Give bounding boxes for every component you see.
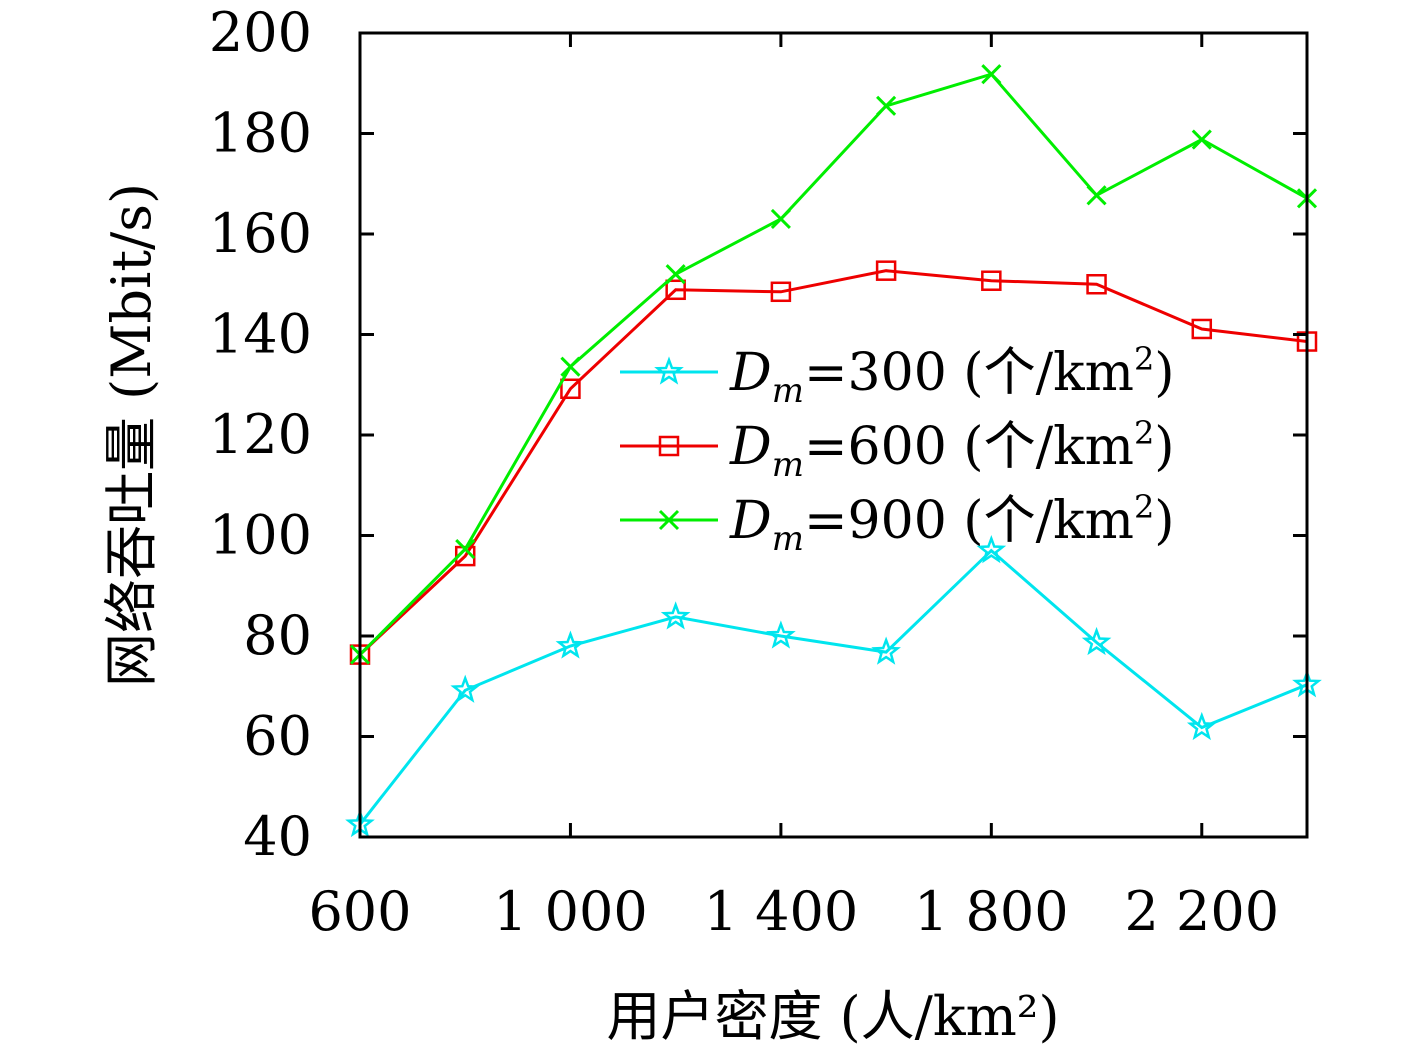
data-point-star bbox=[976, 534, 1007, 564]
data-point-star bbox=[1186, 711, 1217, 741]
data-point-x-stroke bbox=[658, 509, 680, 531]
ticks-layer: 40 60 80 100 120 140 160 180 200 600 1 000 1 400 1 8… bbox=[209, 1, 1307, 943]
series-line bbox=[358, 548, 1308, 826]
x-tick-label: 600 bbox=[308, 880, 411, 943]
data-point-square bbox=[875, 260, 897, 281]
data-point-x-stroke bbox=[560, 356, 581, 377]
data-point-x bbox=[770, 208, 791, 229]
series-0 bbox=[345, 534, 1322, 838]
x-tick-label: 1 000 bbox=[493, 880, 648, 943]
data-point-star bbox=[555, 630, 586, 659]
series-line bbox=[358, 269, 1308, 656]
data-point-x-stroke bbox=[455, 539, 476, 560]
legend-label: Dm=900 (个/km2) bbox=[729, 488, 1175, 559]
legend-label: Dm=300 (个/km2) bbox=[729, 340, 1175, 411]
legend: Dm=300 (个/km2)Dm=600 (个/km2)Dm=900 (个/km… bbox=[620, 340, 1175, 559]
data-point-x bbox=[876, 95, 897, 116]
data-point-x bbox=[981, 64, 1002, 85]
data-point-square bbox=[1086, 274, 1107, 295]
series-line bbox=[358, 72, 1308, 656]
data-point-x-stroke bbox=[1086, 185, 1107, 206]
data-point-star bbox=[1081, 626, 1112, 656]
y-tick-label: 180 bbox=[209, 102, 312, 165]
data-point-x-stroke bbox=[876, 95, 897, 116]
y-tick-label: 200 bbox=[209, 1, 312, 64]
legend-item-1: Dm=600 (个/km2) bbox=[620, 414, 1175, 485]
legend-label: Dm=600 (个/km2) bbox=[729, 414, 1175, 485]
data-point-x bbox=[665, 264, 686, 285]
y-tick-label: 60 bbox=[243, 705, 312, 768]
data-point-star bbox=[450, 674, 481, 703]
legend-item-2: Dm=900 (个/km2) bbox=[620, 488, 1175, 559]
data-point-star bbox=[660, 601, 691, 630]
data-point-x bbox=[1191, 129, 1212, 150]
data-point-star bbox=[766, 620, 796, 649]
data-point-x-stroke bbox=[770, 208, 791, 229]
data-point-star bbox=[871, 636, 901, 665]
series-layer bbox=[345, 64, 1322, 838]
data-point-square bbox=[981, 270, 1002, 291]
data-point-x bbox=[560, 356, 581, 377]
y-tick-label: 140 bbox=[209, 303, 312, 366]
y-tick-label: 120 bbox=[209, 403, 312, 466]
y-tick-label: 80 bbox=[243, 604, 312, 667]
x-axis-label: 用户密度 (人/km²) bbox=[606, 985, 1059, 1048]
x-tick-label: 1 800 bbox=[914, 880, 1069, 943]
data-point-x-stroke bbox=[1191, 129, 1212, 150]
x-tick-label: 1 400 bbox=[704, 880, 859, 943]
data-point-star bbox=[654, 356, 684, 385]
legend-item-0: Dm=300 (个/km2) bbox=[620, 340, 1175, 411]
x-tick-label: 2 200 bbox=[1124, 880, 1279, 943]
y-tick-label: 160 bbox=[209, 202, 312, 265]
data-point-x bbox=[658, 509, 680, 531]
data-point-square bbox=[770, 281, 792, 303]
data-point-x bbox=[455, 539, 476, 560]
data-point-square bbox=[665, 279, 686, 301]
data-point-square bbox=[1191, 318, 1213, 340]
data-point-x-stroke bbox=[665, 264, 686, 285]
data-point-square bbox=[658, 435, 680, 457]
data-point-x-stroke bbox=[981, 64, 1002, 85]
data-point-square bbox=[560, 378, 581, 400]
data-point-x bbox=[1086, 185, 1107, 206]
y-tick-label: 100 bbox=[209, 504, 312, 567]
y-axis-label: 网络吞吐量 (Mbit/s) bbox=[100, 183, 163, 687]
y-tick-label: 40 bbox=[243, 805, 312, 868]
